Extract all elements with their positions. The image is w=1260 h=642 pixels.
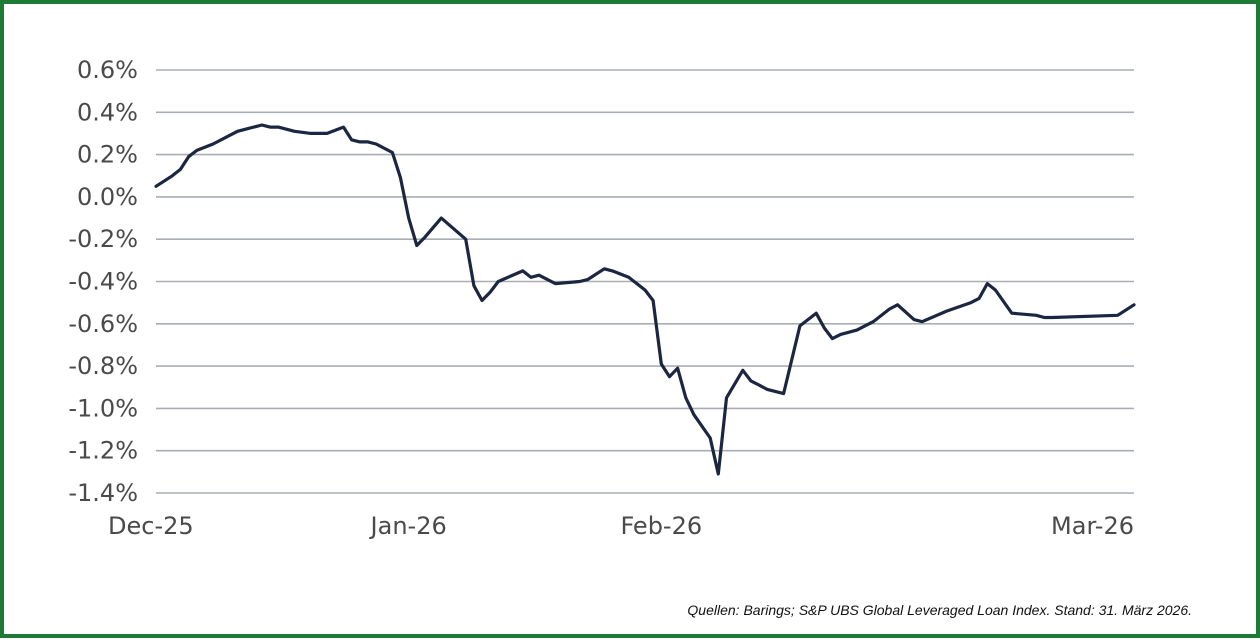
source-note: Quellen: Barings; S&P UBS Global Leverag… xyxy=(687,602,1192,618)
grid-lines xyxy=(156,69,1134,494)
y-tick-label: 0.6% xyxy=(77,56,138,84)
y-tick-label: -1.2% xyxy=(68,437,138,465)
y-tick-label: -1.4% xyxy=(68,479,138,507)
y-axis-ticks: 0.6% 0.4% 0.2% 0.0% -0.2% -0.4% -0.6% -0.8% -1.0… xyxy=(68,56,138,507)
line-chart: 0.6% 0.4% 0.2% 0.0% -0.2% -0.4% -0.6% -0.8% -1.0… xyxy=(68,56,1136,540)
y-tick-label: 0.2% xyxy=(77,141,138,169)
y-tick-label: -0.6% xyxy=(68,310,138,338)
x-axis-ticks: Dec-25 Jan-26 Feb-26 Mar-26 xyxy=(108,512,1134,540)
y-tick-label: -0.2% xyxy=(68,225,138,253)
y-tick-label: 0.0% xyxy=(77,183,138,211)
series-layer xyxy=(154,123,1136,476)
x-tick-label: Feb-26 xyxy=(620,512,702,540)
x-tick-label: Dec-25 xyxy=(108,512,194,540)
y-tick-label: -0.4% xyxy=(68,268,138,296)
x-tick-label: Mar-26 xyxy=(1051,512,1134,540)
y-tick-label: -1.0% xyxy=(68,394,138,422)
y-tick-label: -0.8% xyxy=(68,352,138,380)
y-tick-label: 0.4% xyxy=(77,98,138,126)
x-tick-label: Jan-26 xyxy=(369,512,447,540)
series-line xyxy=(154,123,1136,476)
